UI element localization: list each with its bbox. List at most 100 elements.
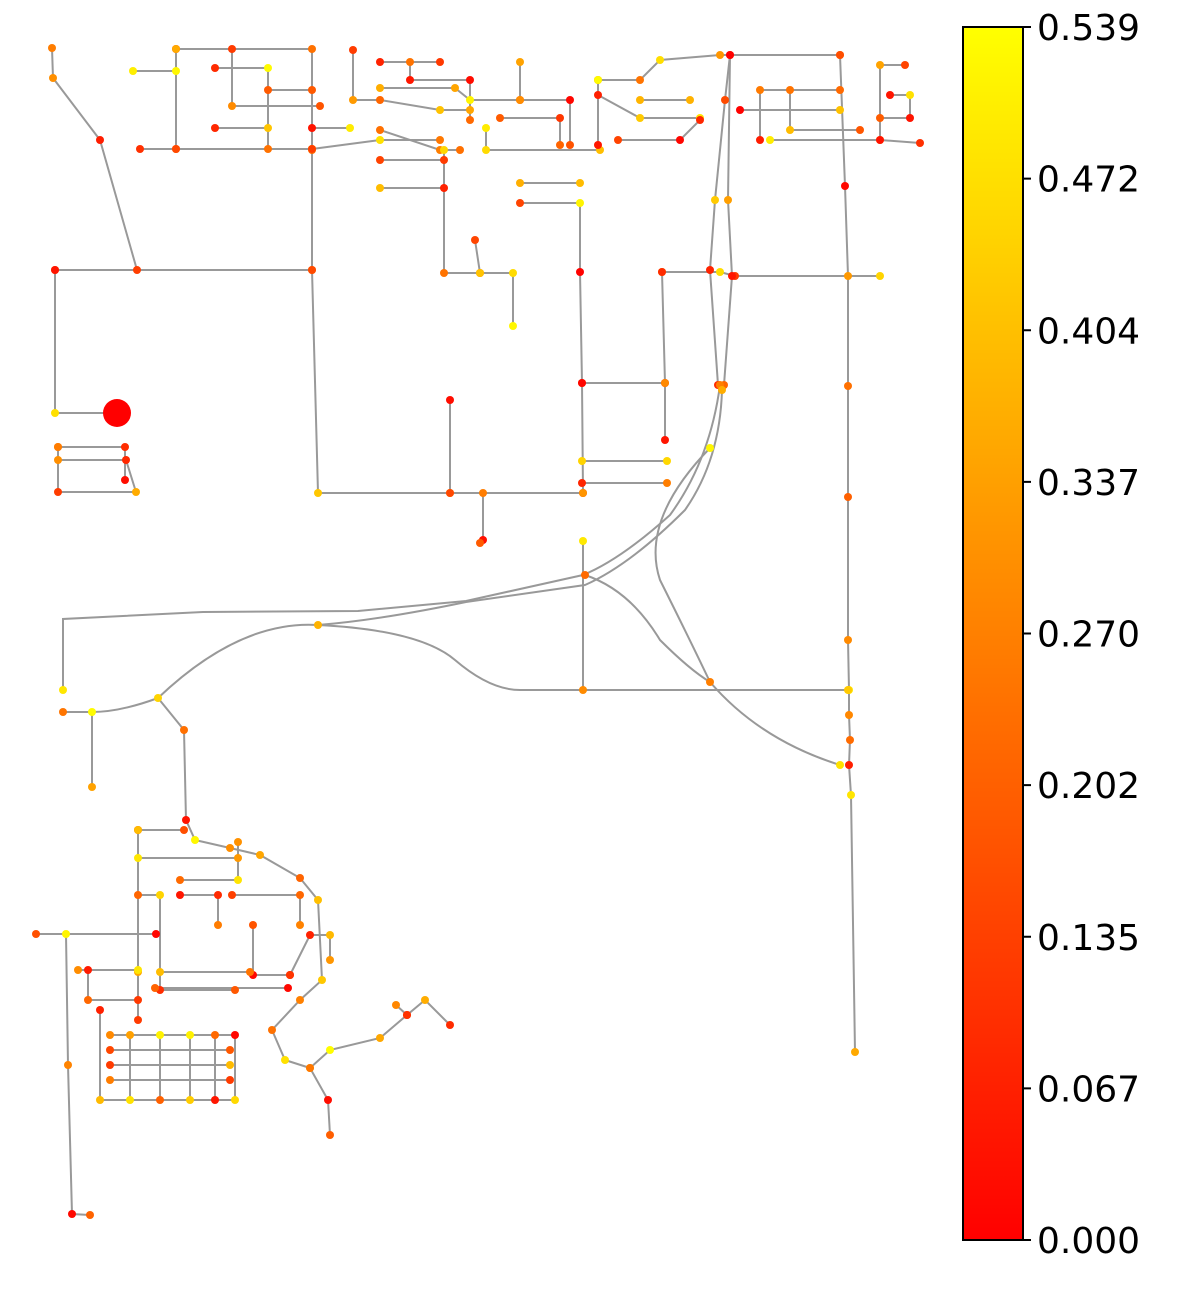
- network-node: [191, 836, 199, 844]
- pipe: [880, 94, 911, 119]
- network-node: [231, 1031, 239, 1039]
- network-node: [579, 489, 587, 497]
- network-node: [231, 986, 239, 994]
- network-node: [286, 971, 294, 979]
- network-node: [134, 966, 142, 974]
- network-node: [96, 1096, 104, 1104]
- network-node: [686, 96, 694, 104]
- network-node: [48, 44, 56, 52]
- network-node: [844, 636, 852, 644]
- network-node: [847, 791, 855, 799]
- network-node: [614, 136, 622, 144]
- network-node: [151, 984, 159, 992]
- network-node: [716, 268, 724, 276]
- network-node: [726, 51, 734, 59]
- network-node: [845, 711, 853, 719]
- network-node: [836, 51, 844, 59]
- network-node: [132, 488, 140, 496]
- network-node: [156, 1031, 164, 1039]
- network-node: [376, 156, 384, 164]
- network-node: [74, 966, 82, 974]
- network-node: [314, 621, 322, 629]
- network-node: [106, 1046, 114, 1054]
- network-node: [96, 136, 104, 144]
- pipe: [317, 624, 848, 691]
- network-node: [576, 268, 584, 276]
- network-node: [349, 96, 357, 104]
- network-graph: [32, 44, 924, 1219]
- network-node: [32, 930, 40, 938]
- network-node: [721, 96, 729, 104]
- colorbar-tick-label: 0.404: [1037, 311, 1140, 352]
- network-node: [346, 124, 354, 132]
- colorbar-tick-label: 0.202: [1037, 766, 1140, 807]
- network-node: [296, 891, 304, 899]
- network-node: [421, 996, 429, 1004]
- network-node: [186, 1096, 194, 1104]
- network-node: [440, 146, 448, 154]
- network-node: [264, 64, 272, 72]
- network-node: [376, 136, 384, 144]
- network-node: [581, 571, 589, 579]
- pipe: [654, 447, 841, 766]
- network-node: [406, 76, 414, 84]
- network-node: [54, 443, 62, 451]
- network-node: [172, 145, 180, 153]
- pipe: [662, 271, 880, 277]
- network-node: [326, 1131, 334, 1139]
- network-node: [121, 443, 129, 451]
- network-node: [844, 382, 852, 390]
- network-node: [876, 61, 884, 69]
- pipe: [584, 574, 711, 683]
- network-node: [51, 266, 59, 274]
- highlight-node: [103, 399, 131, 427]
- network-node: [228, 45, 236, 53]
- network-node: [172, 45, 180, 53]
- network-node: [88, 783, 96, 791]
- network-node: [234, 876, 242, 884]
- pipe: [51, 47, 138, 271]
- pipe: [309, 998, 451, 1069]
- network-node: [308, 145, 316, 153]
- network-node: [308, 124, 316, 132]
- network-node: [436, 136, 444, 144]
- network-node: [676, 136, 684, 144]
- network-node: [594, 141, 602, 149]
- network-node: [134, 854, 142, 862]
- network-node: [446, 489, 454, 497]
- network-node: [54, 488, 62, 496]
- network-node: [844, 493, 852, 501]
- network-nodes: [32, 44, 924, 1219]
- network-node: [696, 116, 704, 124]
- network-node: [516, 58, 524, 66]
- network-node: [576, 179, 584, 187]
- network-node: [152, 930, 160, 938]
- network-node: [226, 1061, 234, 1069]
- network-node: [836, 86, 844, 94]
- network-node: [578, 479, 586, 487]
- network-node: [446, 396, 454, 404]
- colorbar-tick-label: 0.337: [1037, 463, 1140, 504]
- pipe: [879, 139, 921, 144]
- network-node: [376, 1034, 384, 1042]
- network-node: [226, 844, 234, 852]
- colorbar-tick-label: 0.270: [1037, 615, 1140, 656]
- network-node: [576, 199, 584, 207]
- network-node: [296, 996, 304, 1004]
- network-node: [106, 1061, 114, 1069]
- network-node: [456, 146, 464, 154]
- network-node: [466, 76, 474, 84]
- pipe: [519, 62, 571, 145]
- network-node: [84, 966, 92, 974]
- network-node: [876, 136, 884, 144]
- network-node: [306, 931, 314, 939]
- network-node: [180, 826, 188, 834]
- network-node: [556, 141, 564, 149]
- network-node: [62, 930, 70, 938]
- network-node: [836, 761, 844, 769]
- network-node: [349, 46, 357, 54]
- network-node: [54, 456, 62, 464]
- network-node: [636, 96, 644, 104]
- network-node: [392, 1001, 400, 1009]
- network-node: [706, 678, 714, 686]
